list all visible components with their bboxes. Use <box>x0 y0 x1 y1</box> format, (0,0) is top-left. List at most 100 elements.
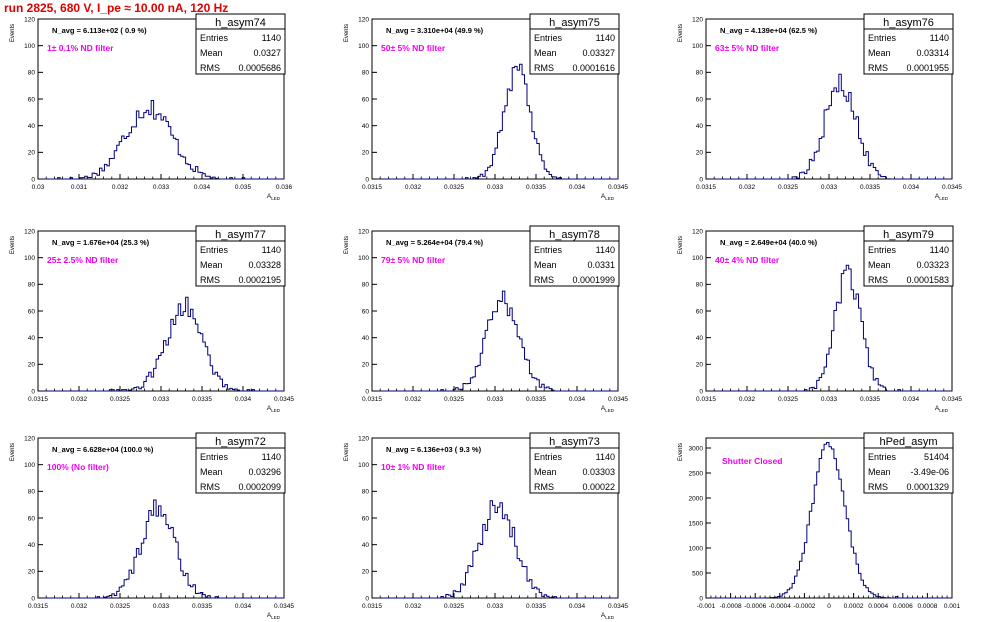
x-axis-title: ALED <box>935 405 949 413</box>
y-tick-label: 20 <box>362 569 370 576</box>
y-tick-label: 80 <box>362 489 370 496</box>
x-tick-label: 0.0345 <box>608 603 628 610</box>
y-tick-label: 20 <box>362 362 370 369</box>
y-tick-label: 120 <box>24 16 35 23</box>
stats-box <box>863 225 954 287</box>
y-tick-label: 80 <box>28 282 36 289</box>
y-tick-label: 80 <box>362 282 370 289</box>
histogram-line <box>372 63 618 180</box>
y-tick-label: 120 <box>358 435 369 442</box>
x-tick-label: 0.034 <box>903 184 920 191</box>
y-tick-label: 20 <box>28 362 36 369</box>
x-tick-label: 0.0004 <box>868 603 888 610</box>
stats-key: Entries <box>534 452 563 462</box>
y-tick-label: 60 <box>362 515 370 522</box>
x-tick-label: 0.0006 <box>893 603 913 610</box>
x-tick-label: 0.0315 <box>696 184 716 191</box>
y-tick-label: 120 <box>692 16 703 23</box>
x-tick-label: 0.0335 <box>526 603 546 610</box>
x-axis-title: ALED <box>267 612 281 620</box>
y-tick-label: 60 <box>696 96 704 103</box>
stats-value: 1140 <box>596 452 615 462</box>
y-tick-label: 20 <box>696 150 704 157</box>
stats-value: 0.0327 <box>253 48 281 58</box>
x-tick-label: 0.0325 <box>778 396 798 403</box>
y-tick-label: 20 <box>28 569 36 576</box>
x-tick-label: 0.0345 <box>274 603 294 610</box>
y-tick-label: 40 <box>696 335 704 342</box>
histogram-panel-h_asym75: 0.0315 0.032 0.0325 0.033 0.0335 0.034 0.0345 0… <box>344 13 628 201</box>
y-tick-label: 100 <box>24 43 35 50</box>
x-tick-label: 0.031 <box>71 184 88 191</box>
stats-value: 0.0002099 <box>238 482 281 492</box>
x-tick-label: -0.0004 <box>769 603 791 610</box>
stats-key: RMS <box>868 482 888 492</box>
x-tick-label: 0.033 <box>153 603 170 610</box>
x-axis-title: ALED <box>935 193 949 201</box>
stats-key: RMS <box>200 63 220 73</box>
y-tick-label: 100 <box>24 462 35 469</box>
x-tick-label: 0.0315 <box>362 603 382 610</box>
stats-value: 1140 <box>262 33 281 43</box>
stats-value: 0.03323 <box>916 260 949 270</box>
x-tick-label: -0.0006 <box>744 603 766 610</box>
x-tick-label: 0.0325 <box>110 396 130 403</box>
x-tick-label: 0.0008 <box>917 603 937 610</box>
y-tick-label: 40 <box>28 542 36 549</box>
x-tick-label: 0.032 <box>739 396 756 403</box>
x-tick-label: 0.0315 <box>28 603 48 610</box>
y-tick-label: 40 <box>28 123 36 130</box>
stats-value: 0.03327 <box>582 48 615 58</box>
x-tick-label: -0.0002 <box>793 603 815 610</box>
histogram-panel-h_asym77: 0.0315 0.032 0.0325 0.033 0.0335 0.034 0.0345 0… <box>10 225 294 413</box>
x-tick-label: 0.0345 <box>608 184 628 191</box>
stats-key: Mean <box>534 467 557 477</box>
histogram-name: h_asym77 <box>215 229 266 241</box>
x-tick-label: 0.032 <box>71 603 88 610</box>
filter-annotation: 63± 5% ND filter <box>715 43 780 53</box>
histogram-panel-h_asym78: 0.0315 0.032 0.0325 0.033 0.0335 0.034 0.0345 0… <box>344 225 628 413</box>
stats-key: Entries <box>200 452 229 462</box>
y-tick-label: 60 <box>28 515 36 522</box>
stats-key: RMS <box>534 275 554 285</box>
stats-key: Mean <box>200 48 223 58</box>
x-tick-label: 0 <box>827 603 831 610</box>
stats-box <box>529 225 620 287</box>
x-tick-label: 0.032 <box>112 184 129 191</box>
navg-label: N_avg = 6.628e+04 (100.0 %) <box>52 445 154 454</box>
x-axis-title: ALED <box>601 405 615 413</box>
stats-value: 1140 <box>596 33 615 43</box>
x-tick-label: 0.035 <box>235 184 252 191</box>
y-tick-label: 100 <box>358 462 369 469</box>
x-tick-label: 0.033 <box>821 396 838 403</box>
x-tick-label: 0.0335 <box>192 396 212 403</box>
stats-value: 0.0001329 <box>906 482 949 492</box>
stats-value: 0.0001583 <box>906 275 949 285</box>
y-tick-label: 60 <box>28 308 36 315</box>
histogram-name: h_asym78 <box>549 229 600 241</box>
y-axis-title: Events <box>10 24 16 42</box>
x-tick-label: 0.032 <box>405 184 422 191</box>
stats-value: 0.03314 <box>916 48 949 58</box>
x-tick-label: 0.032 <box>405 603 422 610</box>
filter-annotation: 25± 2.5% ND filter <box>47 255 119 265</box>
stats-value: 1140 <box>262 452 281 462</box>
stats-key: RMS <box>200 275 220 285</box>
stats-value: 1140 <box>262 245 281 255</box>
y-tick-label: 0 <box>365 595 369 602</box>
y-tick-label: 120 <box>358 228 369 235</box>
navg-label: N_avg = 6.113e+02 ( 0.9 %) <box>52 26 147 35</box>
y-tick-label: 40 <box>28 335 36 342</box>
histogram-name: hPed_asym <box>879 436 937 448</box>
stats-box <box>863 13 954 75</box>
y-tick-label: 60 <box>28 96 36 103</box>
x-tick-label: 0.0335 <box>526 184 546 191</box>
filter-annotation: 50± 5% ND filter <box>381 43 446 53</box>
x-tick-label: 0.0325 <box>110 603 130 610</box>
y-tick-label: 100 <box>24 255 35 262</box>
stats-box <box>195 225 286 287</box>
filter-annotation: 10± 1% ND filter <box>381 462 446 472</box>
y-tick-label: 0 <box>365 388 369 395</box>
y-axis-title: Events <box>344 236 350 254</box>
x-tick-label: 0.033 <box>821 184 838 191</box>
